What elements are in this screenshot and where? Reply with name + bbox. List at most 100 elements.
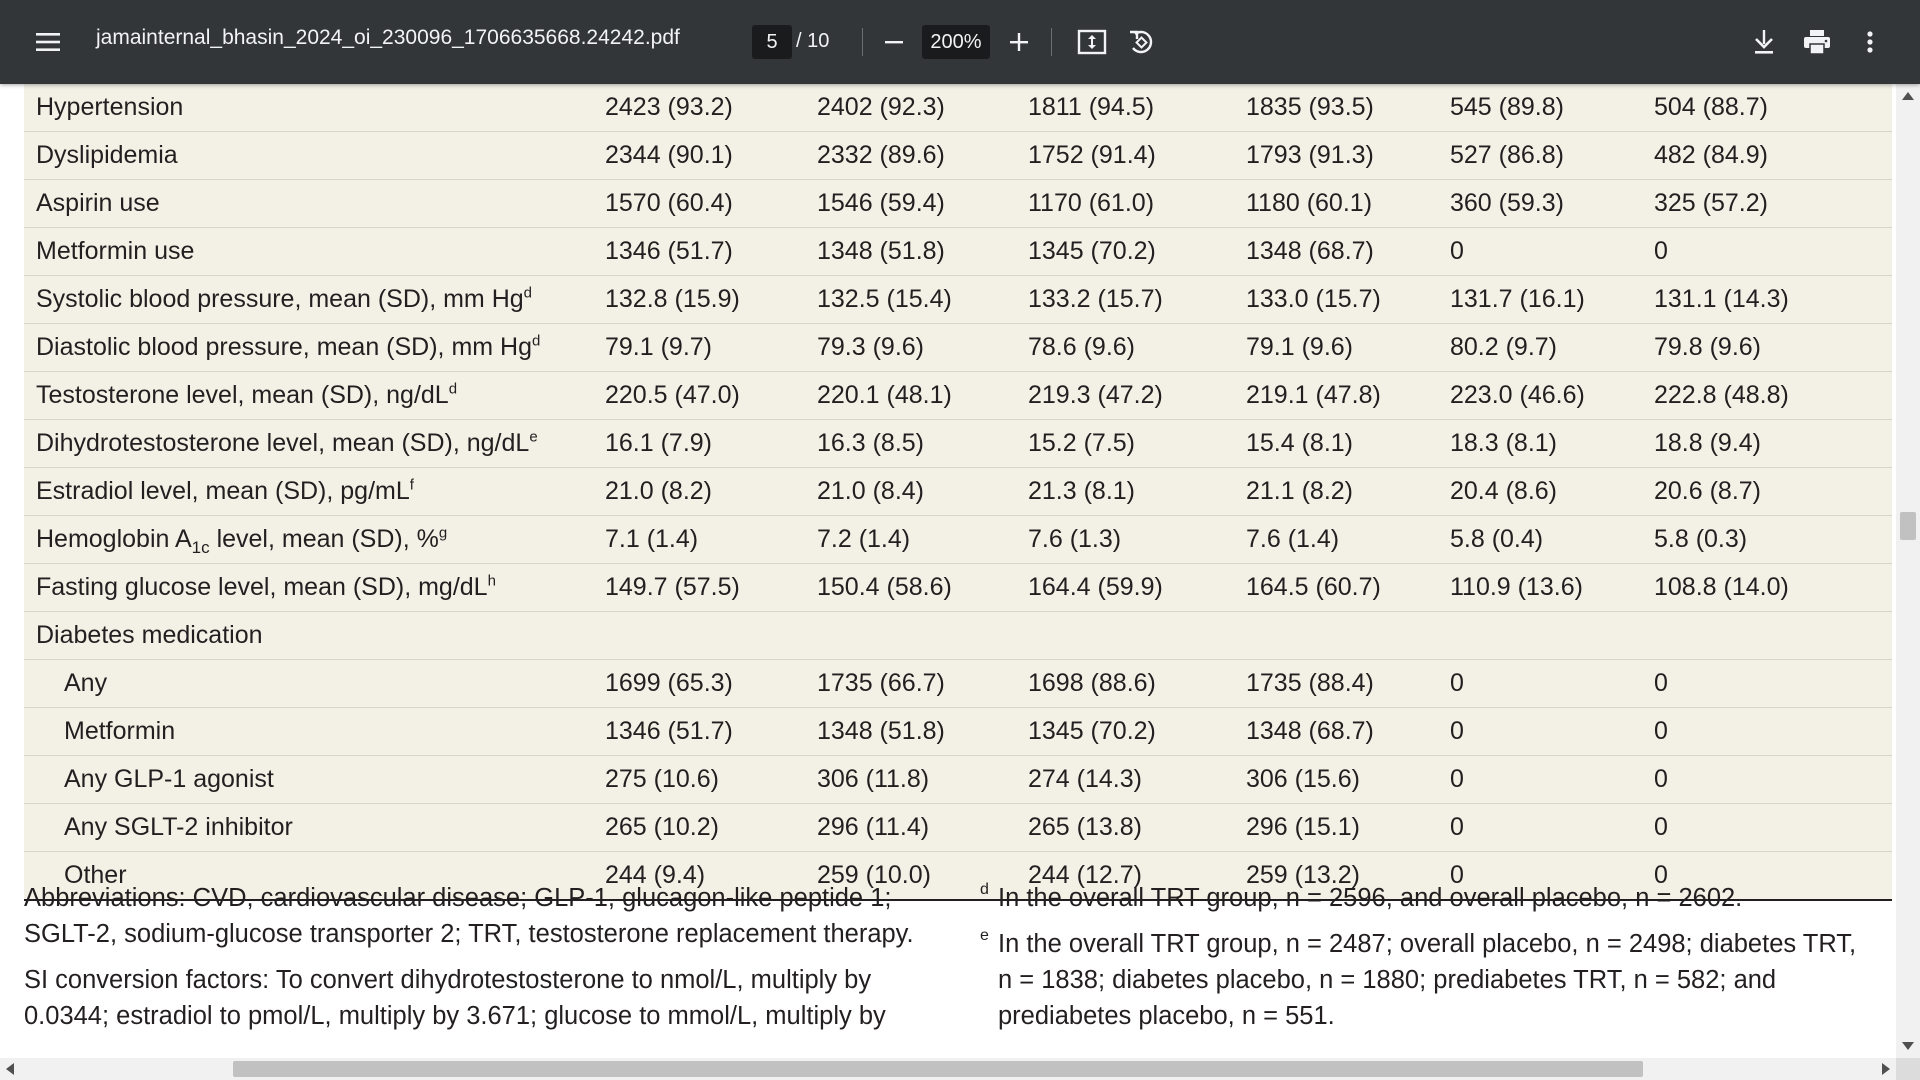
table-cell: 2344 (90.1) [605,131,817,180]
scrollbar-corner [1896,1058,1920,1080]
table-cell: 0 [1450,707,1654,756]
table-cell: 482 (84.9) [1654,131,1892,180]
footnote-e: e In the overall TRT group, n = 2487; ov… [980,926,1890,1034]
page-total: / 10 [796,30,830,52]
rotate-icon[interactable] [1121,22,1161,62]
table-cell: 219.1 (47.8) [1246,371,1450,420]
row-label: Any GLP-1 agonist [24,755,605,804]
table-row: Fasting glucose level, mean (SD), mg/dLh… [24,563,1892,612]
more-vert-icon[interactable] [1850,22,1890,62]
table-cell: 1546 (59.4) [817,179,1028,228]
table-cell: 131.1 (14.3) [1654,275,1892,324]
vertical-scroll-thumb[interactable] [1900,512,1916,540]
table-cell: 275 (10.6) [605,755,817,804]
table-cell: 0 [1654,803,1892,852]
table-cell: 0 [1654,851,1892,901]
table-row: Any 1699 (65.3) 1735 (66.7) 1698 (88.6) … [24,659,1892,708]
abbreviations-note: Abbreviations: CVD, cardiovascular disea… [24,884,914,948]
footnote-marker: d [980,881,989,898]
table-row: Dihydrotestosterone level, mean (SD), ng… [24,419,1892,468]
row-label: Hypertension [24,84,605,132]
table-cell: 1698 (88.6) [1028,659,1246,708]
table-cell: 244 (9.4) [605,851,817,901]
pdf-viewport[interactable]: Hypertension 2423 (93.2) 2402 (92.3) 181… [0,84,1896,1058]
table-cell: 1348 (68.7) [1246,707,1450,756]
row-label: Dihydrotestosterone level, mean (SD), ng… [24,419,605,468]
row-label: Diastolic blood pressure, mean (SD), mm … [24,323,605,372]
table-cell: 132.8 (15.9) [605,275,817,324]
horizontal-scrollbar[interactable] [0,1058,1896,1080]
table-cell: 1180 (60.1) [1246,179,1450,228]
row-label: Testosterone level, mean (SD), ng/dLd [24,371,605,420]
menu-icon[interactable] [28,22,68,62]
scroll-up-arrow-icon[interactable] [1902,92,1914,100]
table-cell: 7.6 (1.3) [1028,515,1246,564]
table-cell: 296 (11.4) [817,803,1028,852]
table-cell: 223.0 (46.6) [1450,371,1654,420]
table-cell: 1346 (51.7) [605,227,817,276]
table-cell: 1346 (51.7) [605,707,817,756]
table-row: Diastolic blood pressure, mean (SD), mm … [24,323,1892,372]
row-label: Metformin [24,707,605,756]
table-cell: 21.0 (8.2) [605,467,817,516]
scroll-right-arrow-icon[interactable] [1882,1063,1890,1075]
table-cell: 78.6 (9.6) [1028,323,1246,372]
table-cell: 0 [1450,659,1654,708]
minus-icon[interactable] [874,22,914,62]
table-cell: 220.5 (47.0) [605,371,817,420]
table-cell: 1348 (51.8) [817,707,1028,756]
horizontal-scroll-thumb[interactable] [233,1061,1643,1077]
table-row: Metformin 1346 (51.7) 1348 (51.8) 1345 (… [24,707,1892,756]
table-cell: 21.1 (8.2) [1246,467,1450,516]
table-cell: 0 [1654,227,1892,276]
footnote-marker: e [980,927,989,944]
table-cell: 0 [1654,707,1892,756]
scroll-left-arrow-icon[interactable] [6,1063,14,1075]
row-label: Dyslipidemia [24,131,605,180]
table-cell: 274 (14.3) [1028,755,1246,804]
table-cell: 504 (88.7) [1654,84,1892,132]
toolbar-divider [1051,28,1052,56]
table-row: Hypertension 2423 (93.2) 2402 (92.3) 181… [24,84,1892,132]
table-cell: 360 (59.3) [1450,179,1654,228]
row-label: Any SGLT-2 inhibitor [24,803,605,852]
table-cell: 0 [1450,227,1654,276]
table-cell: 2423 (93.2) [605,84,817,132]
table-cell: 1699 (65.3) [605,659,817,708]
table-cell: 149.7 (57.5) [605,563,817,612]
table-cell: 1735 (88.4) [1246,659,1450,708]
print-icon[interactable] [1797,22,1837,62]
table-cell: 131.7 (16.1) [1450,275,1654,324]
page-number-input[interactable]: 5 [752,25,792,59]
table-cell: 1348 (68.7) [1246,227,1450,276]
scroll-down-arrow-icon[interactable] [1902,1042,1914,1050]
table-cell: 164.4 (59.9) [1028,563,1246,612]
table-cell: 306 (11.8) [817,755,1028,804]
zoom-level-input[interactable]: 200% [922,25,990,59]
download-icon[interactable] [1744,22,1784,62]
table-cell: 133.0 (15.7) [1246,275,1450,324]
table-row: Other 244 (9.4) 259 (10.0) 244 (12.7) 25… [24,851,1892,901]
footnote-d: d In the overall TRT group, n = 2596, an… [980,880,1890,916]
table-cell: 5.8 (0.3) [1654,515,1892,564]
table-cell: 0 [1450,755,1654,804]
table-cell: 20.6 (8.7) [1654,467,1892,516]
table-cell: 0 [1450,851,1654,901]
table-cell: 80.2 (9.7) [1450,323,1654,372]
table-row: Estradiol level, mean (SD), pg/mLf 21.0 … [24,467,1892,516]
table-cell: 15.2 (7.5) [1028,419,1246,468]
table-cell [1246,611,1450,660]
table-cell: 18.8 (9.4) [1654,419,1892,468]
fit-page-icon[interactable] [1072,22,1112,62]
row-label: Fasting glucose level, mean (SD), mg/dLh [24,563,605,612]
table-cell: 259 (13.2) [1246,851,1450,901]
table-cell: 7.6 (1.4) [1246,515,1450,564]
footnotes-right-column: d In the overall TRT group, n = 2596, an… [980,880,1890,1044]
table-row: Any GLP-1 agonist 275 (10.6) 306 (11.8) … [24,755,1892,804]
table-cell: 2402 (92.3) [817,84,1028,132]
table-cell: 265 (13.8) [1028,803,1246,852]
plus-icon[interactable] [999,22,1039,62]
table-row: Systolic blood pressure, mean (SD), mm H… [24,275,1892,324]
table-cell: 79.1 (9.6) [1246,323,1450,372]
vertical-scrollbar[interactable] [1896,84,1920,1058]
